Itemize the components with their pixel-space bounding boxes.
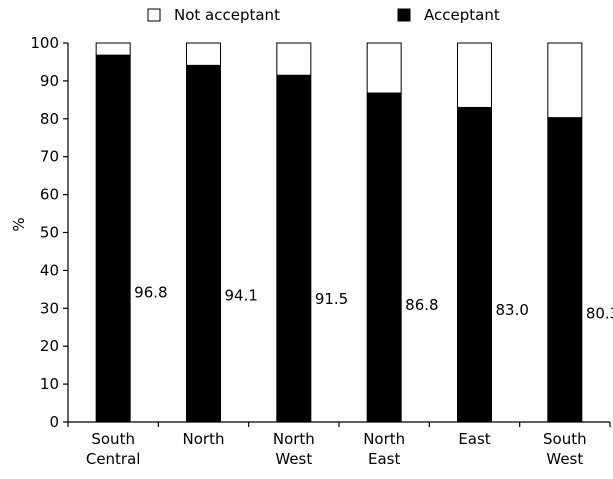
bar-not-acceptant <box>186 42 221 66</box>
data-label: 96.8 <box>134 283 167 301</box>
data-label: 91.5 <box>315 290 348 308</box>
x-category-label: North <box>183 430 225 448</box>
x-category-label: East <box>458 430 490 448</box>
bar-acceptant <box>457 106 492 423</box>
x-category-label: South Central <box>86 430 141 468</box>
bar-not-acceptant <box>457 42 492 108</box>
data-label: 83.0 <box>496 301 529 319</box>
y-tick-label: 20 <box>40 337 59 355</box>
bar-acceptant <box>276 74 312 423</box>
bar-not-acceptant <box>366 42 402 94</box>
bar-acceptant <box>186 64 221 423</box>
bar-acceptant <box>366 92 402 423</box>
bar-not-acceptant <box>276 42 312 76</box>
bar-not-acceptant <box>95 42 131 56</box>
y-tick-label: 80 <box>40 110 59 128</box>
legend-swatch <box>397 8 411 22</box>
y-tick-label: 50 <box>40 224 59 242</box>
data-label: 94.1 <box>225 287 258 305</box>
legend-label: Not acceptant <box>174 6 280 24</box>
y-tick-label: 70 <box>40 148 59 166</box>
x-category-label: North East <box>363 430 405 468</box>
legend: Not acceptant Acceptant <box>147 6 500 24</box>
y-axis-label: % <box>10 217 28 231</box>
data-label: 86.8 <box>405 296 438 314</box>
y-tick-label: 40 <box>40 261 59 279</box>
y-tick-label: 60 <box>40 186 59 204</box>
legend-label: Acceptant <box>424 6 500 24</box>
bar-not-acceptant <box>547 42 583 119</box>
bars <box>95 42 583 423</box>
y-tick-label: 90 <box>40 72 59 90</box>
x-category-label: South West <box>543 430 587 468</box>
y-tick-label: 100 <box>30 34 59 52</box>
bar-acceptant <box>547 117 583 423</box>
y-tick-label: 10 <box>40 375 59 393</box>
bar-acceptant <box>95 54 131 423</box>
data-labels: 96.8 94.1 91.5 86.8 83.0 80.3 <box>134 283 613 322</box>
x-category-label: North West <box>273 430 315 468</box>
legend-swatch <box>147 8 161 22</box>
y-tick-label: 0 <box>49 413 59 431</box>
y-tick-label: 30 <box>40 299 59 317</box>
data-label: 80.3 <box>586 305 613 323</box>
axes: 0 10 20 30 40 50 60 70 80 90 100% South Central North… <box>10 34 611 468</box>
